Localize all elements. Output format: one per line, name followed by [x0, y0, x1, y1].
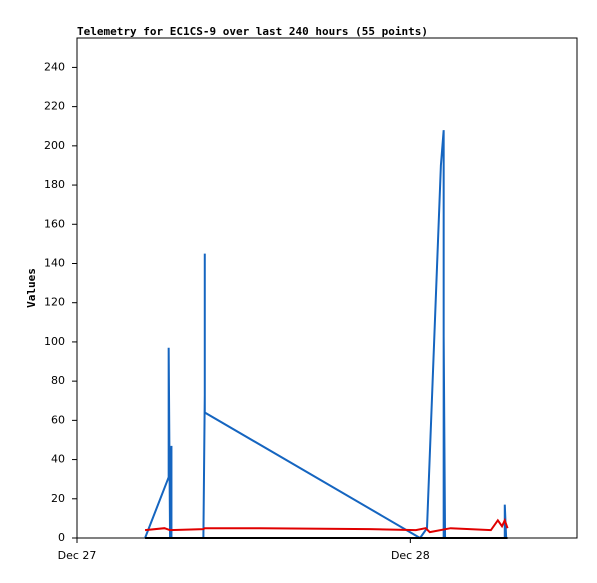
y-tick-label: 60 [51, 413, 65, 426]
x-tick-label: Dec 28 [391, 549, 430, 562]
y-tick-label: 240 [44, 60, 65, 73]
y-tick-label: 160 [44, 217, 65, 230]
y-tick-label: 80 [51, 374, 65, 387]
series-line [144, 517, 509, 534]
y-tick-label: 220 [44, 100, 65, 113]
plot-frame [76, 37, 578, 539]
y-axis-label: Values [25, 268, 38, 308]
y-tick-label: 20 [51, 492, 65, 505]
y-tick-label: 200 [44, 139, 65, 152]
y-tick-label: 120 [44, 296, 65, 309]
y-tick-label: 140 [44, 256, 65, 269]
y-tick-label: 0 [58, 531, 65, 544]
y-tick-label: 180 [44, 178, 65, 191]
y-tick-label: 100 [44, 335, 65, 348]
chart-title: Telemetry for EC1CS-9 over last 240 hour… [77, 25, 428, 38]
x-tick-label: Dec 27 [58, 549, 97, 562]
y-tick-label: 40 [51, 453, 65, 466]
series-line [144, 130, 508, 540]
